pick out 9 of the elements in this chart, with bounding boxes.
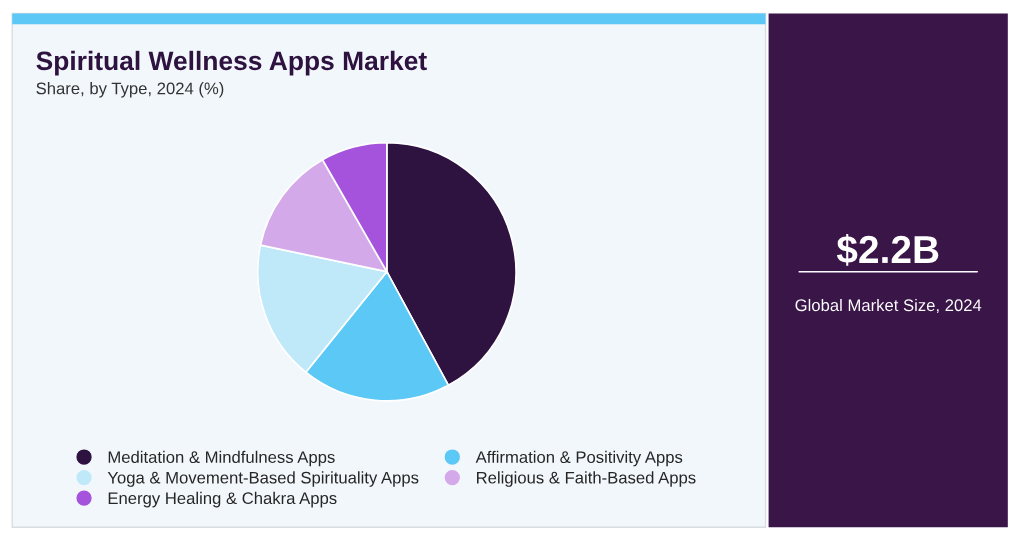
legend-label: Yoga & Movement-Based Spirituality Apps [107,471,419,487]
chart-subtitle: Share, by Type, 2024 (%) [36,82,224,98]
legend-label: Affirmation & Positivity Apps [475,450,683,467]
legend-label: Meditation & Mindfulness Apps [108,450,335,467]
chart-title: Spiritual Wellness Apps Market [36,50,427,76]
text: Global Market Size, 2024 [795,298,982,314]
text: $2.2B [836,234,939,266]
legend-label: Religious & Faith-Based Apps [477,471,696,487]
legend-label: Energy Healing & Chakra Apps [108,491,337,508]
